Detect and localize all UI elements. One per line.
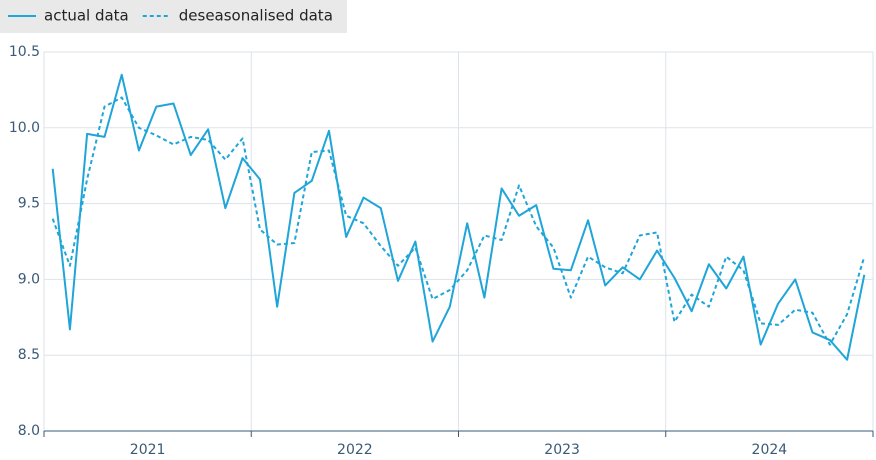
x-tick-label: 2022 [337, 442, 373, 456]
x-tick-label: 2023 [544, 442, 580, 456]
y-tick-label: 10.0 [9, 120, 40, 136]
data-line [51, 73, 866, 361]
y-tick-label: 9.5 [18, 196, 40, 212]
y-tick-label: 9.0 [18, 271, 40, 287]
data-line [51, 96, 866, 346]
legend-text: actual data [44, 7, 129, 25]
y-tick-label: 8.5 [18, 347, 40, 363]
legend-text: deseasonalised data [179, 7, 333, 25]
x-tick-label: 2021 [130, 442, 166, 456]
x-tick-label: 2024 [752, 442, 788, 456]
y-tick-label: 10.5 [9, 44, 40, 60]
legend: actual data deseasonalised data [0, 0, 347, 33]
y-tick-label: 8.0 [18, 423, 40, 439]
legend-background [0, 0, 347, 33]
